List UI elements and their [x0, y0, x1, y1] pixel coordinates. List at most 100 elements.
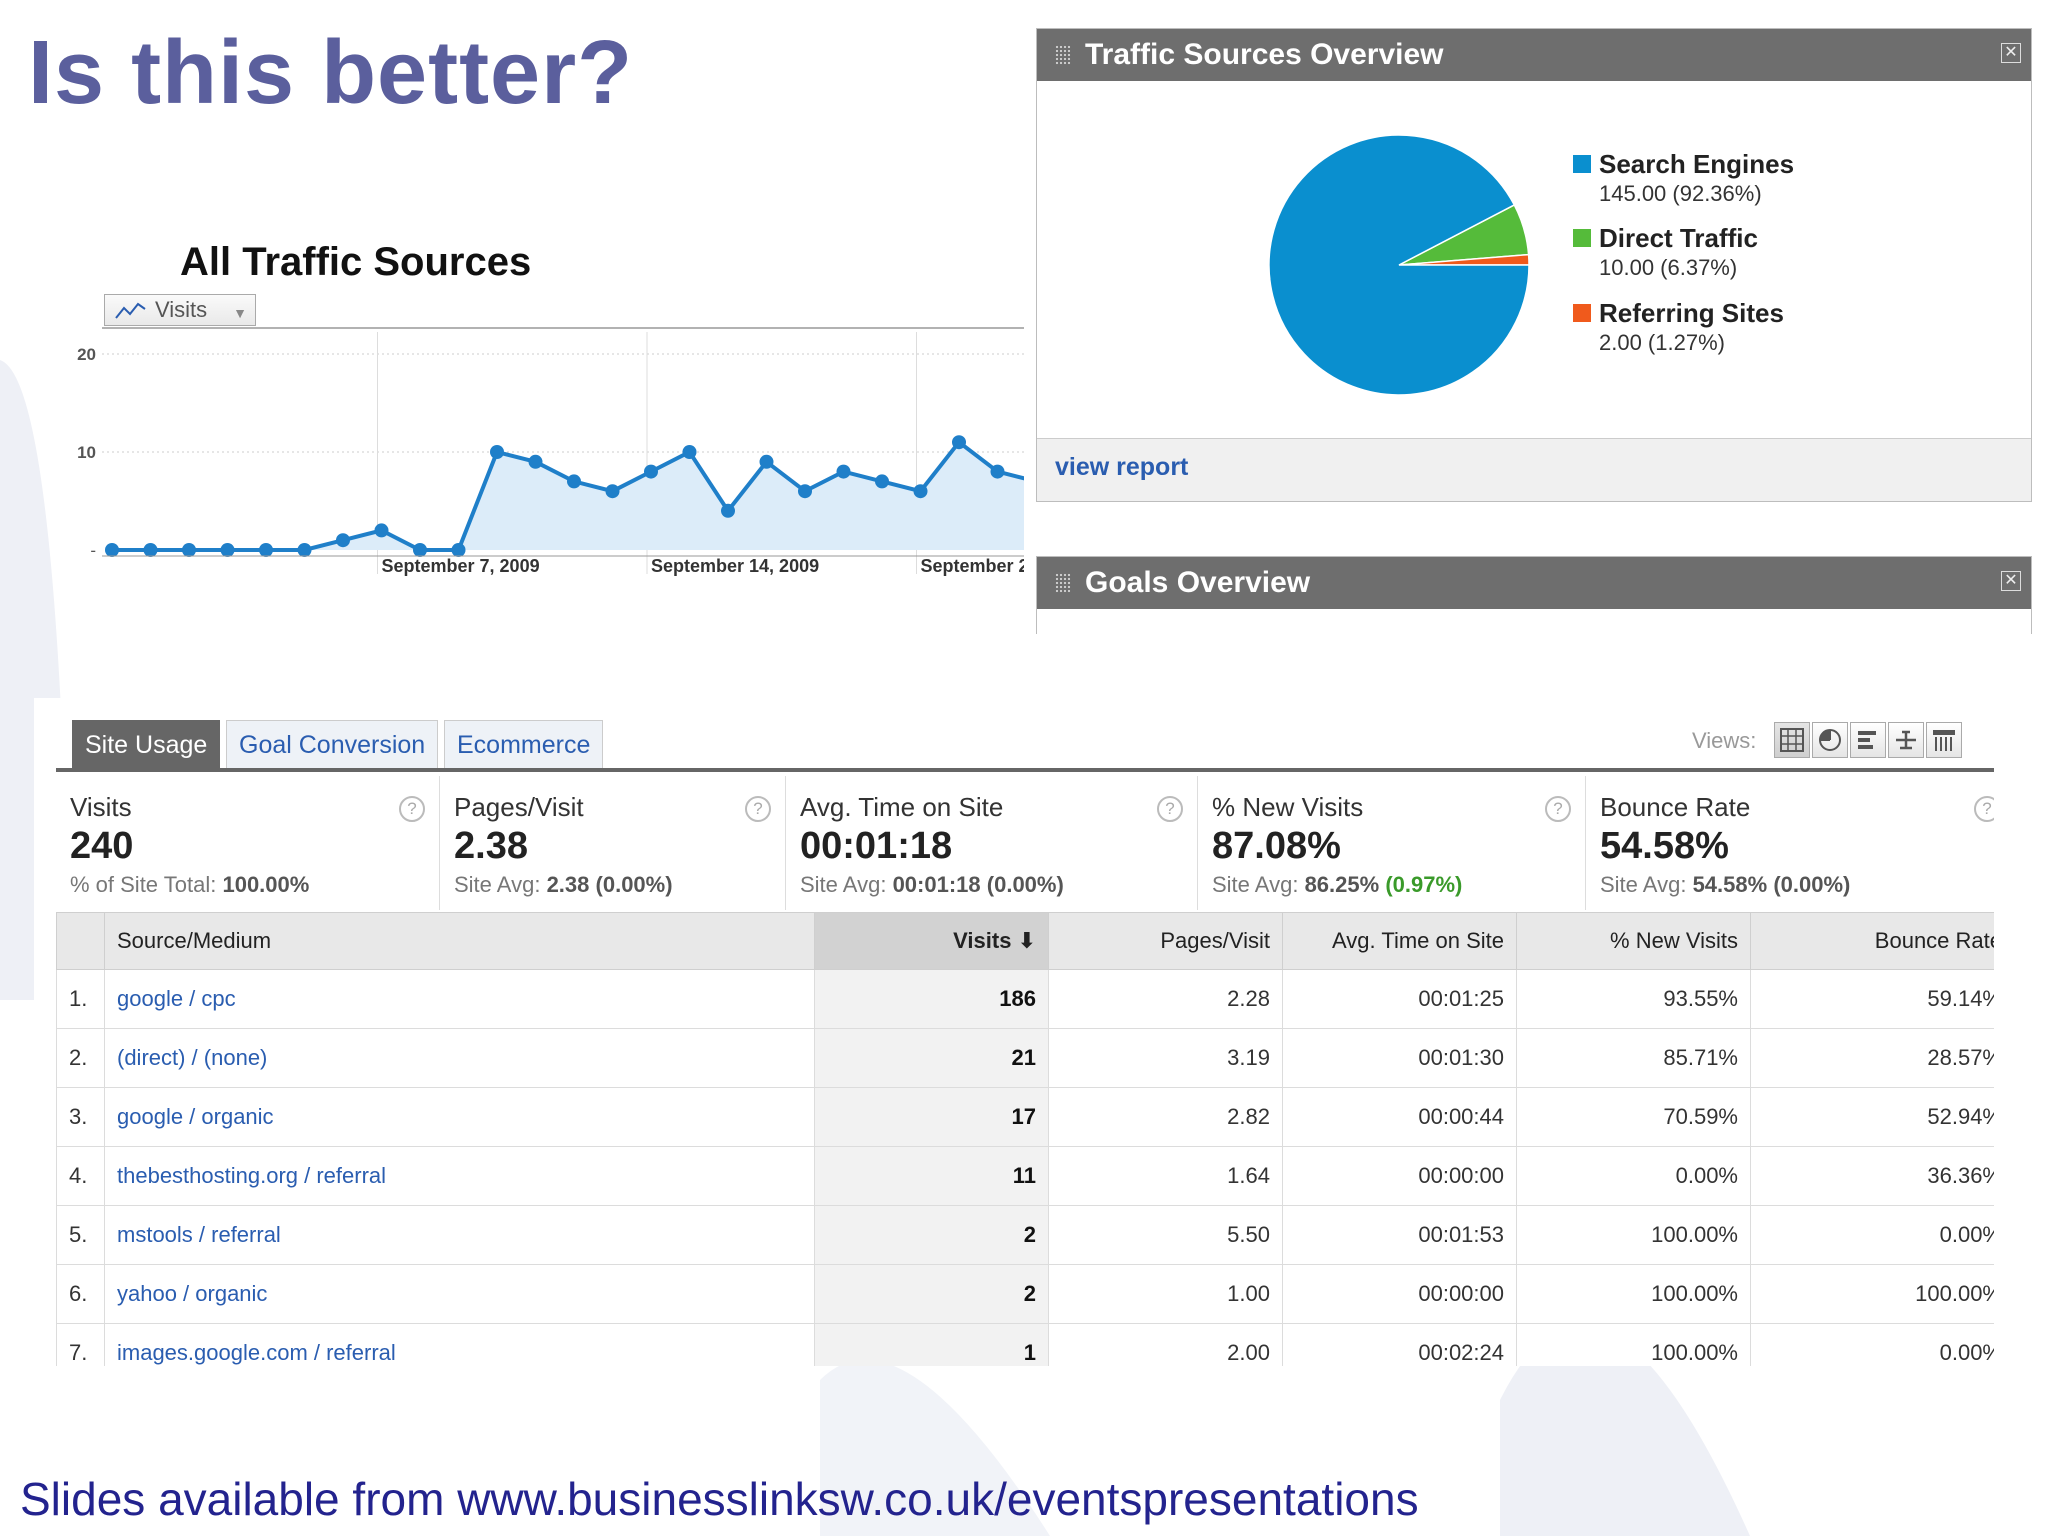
chevron-down-icon: ▼ [233, 305, 247, 321]
data-point [490, 445, 504, 459]
data-point [220, 543, 235, 557]
pages-visit-cell: 2.28 [1048, 969, 1283, 1029]
scorecard-label: Avg. Time on Site [800, 792, 1004, 822]
pages-visit-cell: 3.19 [1048, 1028, 1283, 1088]
scorecard-value: 2.38 [454, 825, 528, 867]
close-icon[interactable]: ✕ [2001, 571, 2021, 591]
table-row: 3. google / organic 17 2.82 00:00:44 70.59% 52… [56, 1087, 1994, 1147]
source-medium-cell: google / cpc [104, 969, 815, 1029]
data-point [105, 543, 119, 557]
visits-chart-panel: All Traffic Sources Visits ▼ 20 10 - Septem… [72, 236, 1024, 580]
data-point [297, 543, 312, 557]
goals-overview-widget: Goals Overview ✕ [1036, 556, 2032, 634]
scorecard-label: Bounce Rate [1600, 792, 1751, 822]
help-icon[interactable]: ? [399, 796, 425, 822]
traffic-sources-widget: Traffic Sources Overview ✕ Search Engine… [1036, 28, 2032, 502]
drag-handle-icon[interactable] [1055, 45, 1071, 65]
source-medium-link[interactable]: google / cpc [117, 986, 236, 1011]
data-point [913, 484, 928, 499]
pages-visit-cell: 5.50 [1048, 1205, 1283, 1265]
bounce-rate-cell: 59.14% [1750, 969, 1994, 1029]
slide-title: Is this better? [28, 23, 634, 123]
data-point [182, 543, 196, 557]
new-visits-cell: 100.00% [1516, 1205, 1751, 1265]
data-point [644, 464, 658, 479]
chart-title: All Traffic Sources [180, 240, 532, 284]
visits-cell: 186 [814, 969, 1049, 1029]
metric-dropdown[interactable]: Visits ▼ [104, 294, 256, 326]
data-point [143, 543, 158, 557]
source-medium-link[interactable]: mstools / referral [117, 1222, 281, 1247]
bounce-rate-cell: 100.00% [1750, 1264, 1994, 1324]
data-point [990, 464, 1005, 479]
x-tick-label: September 7, 2009 [382, 556, 540, 576]
visits-cell: 21 [814, 1028, 1049, 1088]
data-point [759, 454, 774, 469]
row-index: 7. [56, 1323, 105, 1366]
pages-visit-cell: 1.00 [1048, 1264, 1283, 1324]
legend-swatch [1573, 155, 1591, 173]
traffic-sources-pie [1268, 134, 1530, 396]
bar-view-icon[interactable] [1850, 722, 1886, 758]
help-icon[interactable]: ? [1974, 796, 1994, 822]
visits-cell: 2 [814, 1264, 1049, 1324]
source-medium-link[interactable]: google / organic [117, 1104, 274, 1129]
help-icon[interactable]: ? [745, 796, 771, 822]
data-point [682, 445, 697, 459]
metric-dropdown-label: Visits [155, 297, 208, 322]
source-medium-table: Source/Medium Visits ⬇ Pages/Visit Avg. … [56, 912, 1994, 1366]
help-icon[interactable]: ? [1545, 796, 1571, 822]
tab-goal-conversion[interactable]: Goal Conversion [226, 720, 439, 768]
table-row: 4. thebesthosting.org / referral 11 1.64 00:… [56, 1146, 1994, 1206]
column-header-bounce-rate[interactable]: Bounce Rate [1750, 912, 1994, 970]
drag-handle-icon[interactable] [1055, 573, 1071, 593]
new-visits-cell: 85.71% [1516, 1028, 1751, 1088]
column-header-source-medium[interactable]: Source/Medium [104, 912, 815, 970]
column-header-visits[interactable]: Visits ⬇ [814, 912, 1049, 970]
source-medium-link[interactable]: yahoo / organic [117, 1281, 268, 1306]
view-report-bar: view report [1037, 438, 2031, 501]
scorecard-pages-per-visit: Pages/Visit 2.38 Site Avg: 2.38 (0.00%) … [440, 776, 786, 910]
help-icon[interactable]: ? [1157, 796, 1183, 822]
data-point [875, 474, 889, 489]
data-point [413, 543, 427, 557]
line-chart-icon [115, 302, 146, 319]
source-medium-link[interactable]: thebesthosting.org / referral [117, 1163, 387, 1188]
data-point [374, 523, 389, 538]
visits-cell: 17 [814, 1087, 1049, 1147]
pie-view-icon[interactable] [1812, 722, 1848, 758]
compare-view-icon[interactable] [1888, 722, 1924, 758]
pivot-view-icon[interactable] [1926, 722, 1962, 758]
column-header-pages-visit[interactable]: Pages/Visit [1048, 912, 1283, 970]
sort-arrow-icon: ⬇ [1017, 928, 1036, 953]
bounce-rate-cell: 28.57% [1750, 1028, 1994, 1088]
source-medium-cell: (direct) / (none) [104, 1028, 815, 1088]
source-medium-cell: thebesthosting.org / referral [104, 1146, 815, 1206]
view-report-link[interactable]: view report [1055, 453, 1189, 481]
y-tick-label: 10 [77, 443, 96, 462]
column-header-new-visits[interactable]: % New Visits [1516, 912, 1751, 970]
data-point [336, 533, 350, 548]
source-medium-link[interactable]: images.google.com / referral [117, 1340, 396, 1365]
scorecard-sub: Site Avg: 86.25% (0.97%) [1212, 872, 1463, 897]
legend-value: 2.00 (1.27%) [1599, 330, 1725, 355]
scorecard-new-visits: % New Visits 87.08% Site Avg: 86.25% (0.… [1198, 776, 1586, 910]
source-medium-cell: google / organic [104, 1087, 815, 1147]
report-section: Site Usage Goal Conversion Ecommerce Vie… [34, 698, 1994, 1366]
source-medium-link[interactable]: (direct) / (none) [117, 1045, 268, 1070]
x-tick-label: September 14, 2009 [651, 556, 819, 576]
table-view-icon[interactable] [1774, 722, 1810, 758]
table-row: 1. google / cpc 186 2.28 00:01:25 93.55% 59.14… [56, 969, 1994, 1029]
visits-cell: 1 [814, 1323, 1049, 1366]
close-icon[interactable]: ✕ [2001, 43, 2021, 63]
new-visits-cell: 93.55% [1516, 969, 1751, 1029]
goals-overview-title: Goals Overview [1085, 566, 1311, 599]
visits-area [112, 442, 1024, 550]
avg-time-cell: 00:00:00 [1282, 1146, 1517, 1206]
tab-ecommerce[interactable]: Ecommerce [444, 720, 604, 768]
scorecard-avg-time: Avg. Time on Site 00:01:18 Site Avg: 00:… [786, 776, 1198, 910]
column-header-avg-time[interactable]: Avg. Time on Site [1282, 912, 1517, 970]
row-index: 2. [56, 1028, 105, 1088]
tab-site-usage[interactable]: Site Usage [72, 720, 221, 768]
avg-time-cell: 00:00:44 [1282, 1087, 1517, 1147]
